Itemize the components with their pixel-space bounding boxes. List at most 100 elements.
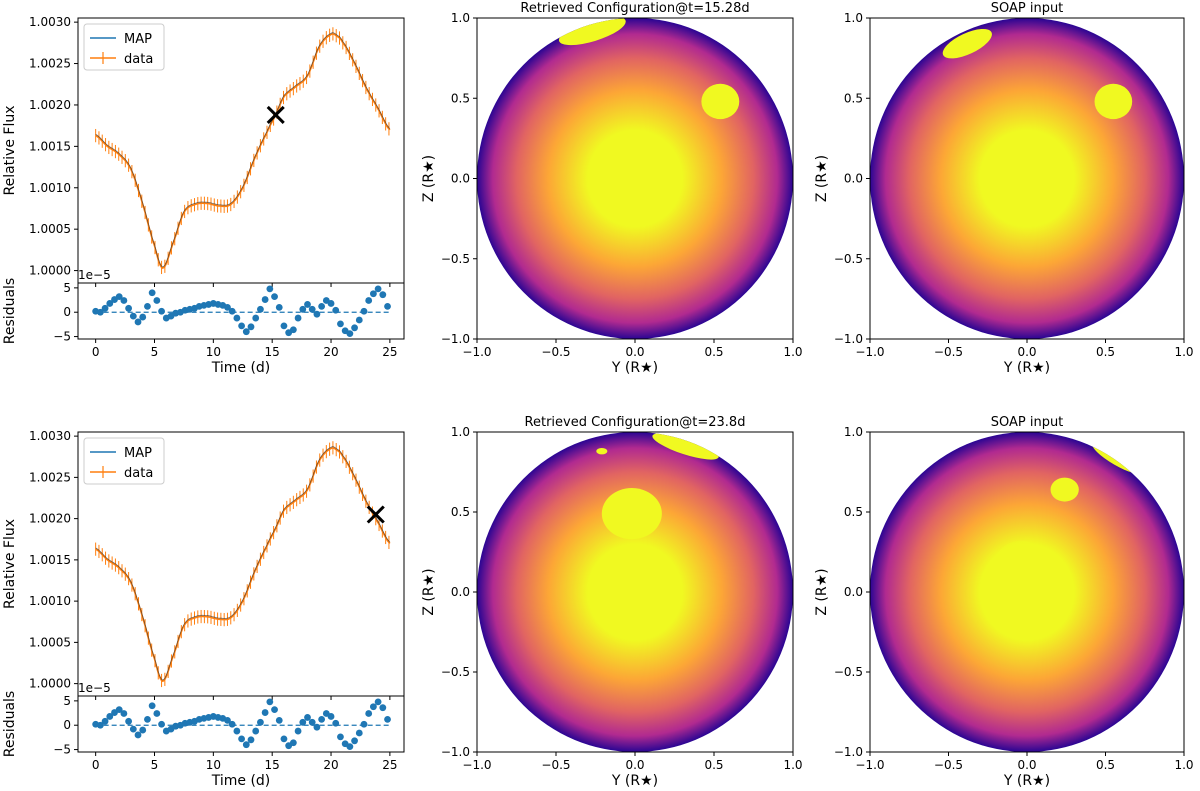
panel-title: Retrieved Configuration@t=15.28d [520,1,749,16]
residual-point [115,293,123,301]
spots-group [596,433,719,540]
residual-point [346,743,354,751]
residual-point [233,727,241,735]
residual-point [134,318,142,326]
x-tick-label: 15 [265,758,280,772]
residual-point [360,720,368,728]
star-spot [942,28,992,59]
y-tick-label: 0.0 [451,172,470,186]
residual-point [125,717,133,725]
y-tick-label: 1.0020 [29,98,71,112]
legend-data-label: data [124,52,153,67]
y-tick-label: −0.5 [441,665,470,679]
y-tick-label: 1.0 [844,425,863,439]
residual-point [318,715,326,723]
residual-point [129,312,137,320]
y-tick-label: 1.0010 [29,594,71,608]
stellar-disk [477,18,793,339]
x-tick-label: −0.5 [934,345,963,359]
x-tick-label: 0.5 [704,345,723,359]
x-axis-label: Y (R★) [1003,360,1050,376]
axes-frame [77,282,405,340]
time-marker-x [366,505,385,524]
stellar-disk [870,432,1184,752]
map-series-line [95,446,391,681]
residual-point [238,735,245,743]
residual-point [374,698,382,706]
y-tick-label: −1.0 [441,332,470,346]
residual-point [242,328,250,336]
residual-point [308,718,316,726]
residual-point [252,727,260,735]
residual-point [257,305,264,313]
residual-point [374,285,382,293]
residual-point [153,297,161,304]
y-axis-label: Relative Flux [2,105,18,195]
residual-point [266,698,274,706]
y-tick-label: −5 [53,330,71,344]
y-tick-label: −1.0 [834,332,863,346]
legend-data-label: data [124,466,153,481]
residual-point [144,715,151,723]
residual-point [304,714,311,721]
residual-point [337,733,344,741]
residual-point [261,709,269,716]
x-tick-label: 0.5 [704,758,723,772]
y-axis-label: Z (R★) [421,155,437,202]
residual-point [247,736,255,744]
residual-point [224,303,231,311]
residual-point [101,304,109,312]
residual-point [304,301,311,308]
residual-point [134,731,142,739]
x-tick-label: 1.0 [783,345,802,359]
lightcurve-panel-top: 1.0000 1.0005 1.0010 1.0015 1.0020 1.0025 1.00… [2,15,405,287]
legend-map-label: MAP [124,32,152,47]
y-axis-label: Z (R★) [421,568,437,615]
residual-point [158,307,165,315]
star-spot [558,18,626,46]
x-tick-label: 0.0 [625,758,644,772]
residual-point [379,291,387,299]
lightcurve-panel-bottom: 1.0000 1.0005 1.0010 1.0015 1.0020 1.0025 1.00… [2,429,405,700]
residual-point [261,296,269,303]
residual-point [327,713,335,720]
residual-point [370,290,377,298]
residual-point [384,715,391,723]
residual-point [351,737,358,745]
residuals-panel-bottom: −5 0 5 0 5 10 15 20 25 Time (d) Residuals 1e−5 [2,681,405,789]
residual-point [129,725,137,733]
spots-group [558,18,740,120]
residual-point [346,330,354,338]
star-spot [596,448,608,455]
residual-point [271,706,278,714]
y-tick-label: −0.5 [834,252,863,266]
x-tick-label: 0.0 [625,345,644,359]
y-tick-label: 1.0 [451,425,470,439]
y-tick-label: 0.0 [844,585,863,599]
y-tick-label: 1.0015 [29,553,71,567]
y-tick-label: 1.0015 [29,139,71,153]
y-tick-label: 0.5 [451,91,470,105]
y-tick-label: 1.0 [844,11,863,25]
y-axis-label: Z (R★) [814,568,830,615]
disk-panel-top-soap: −1.0−1.0 −0.5 −0.5 0.0 0.0 0.5 0.5 1.0 1.0 Y (R★)… [814,1,1194,376]
residuals-panel-top: −5 0 5 0 5 10 15 20 25 Time (d) Residuals 1e−5 [2,268,405,376]
residual-point [294,727,302,735]
residual-point [148,702,156,710]
offset-label: 1e−5 [78,681,111,695]
x-tick-label: −1.0 [855,758,884,772]
y-tick-label: 1.0025 [29,57,71,71]
residual-point [379,704,387,712]
disk-panel-bottom-soap: −1.0−1.0 −0.5 −0.5 0.0 0.0 0.5 0.5 1.0 1.0 Y (R★)… [814,415,1194,789]
residual-point [318,302,326,310]
y-tick-label: 5 [63,694,71,708]
residual-point [299,305,307,313]
star-spot [1094,83,1133,120]
y-tick-label: 1.0030 [29,429,71,443]
residual-point [115,706,123,714]
x-tick-label: 10 [206,758,221,772]
y-axis-label: Relative Flux [2,519,18,609]
residual-point [96,308,104,316]
x-axis-label: Y (R★) [611,773,658,789]
residual-point [280,735,288,743]
